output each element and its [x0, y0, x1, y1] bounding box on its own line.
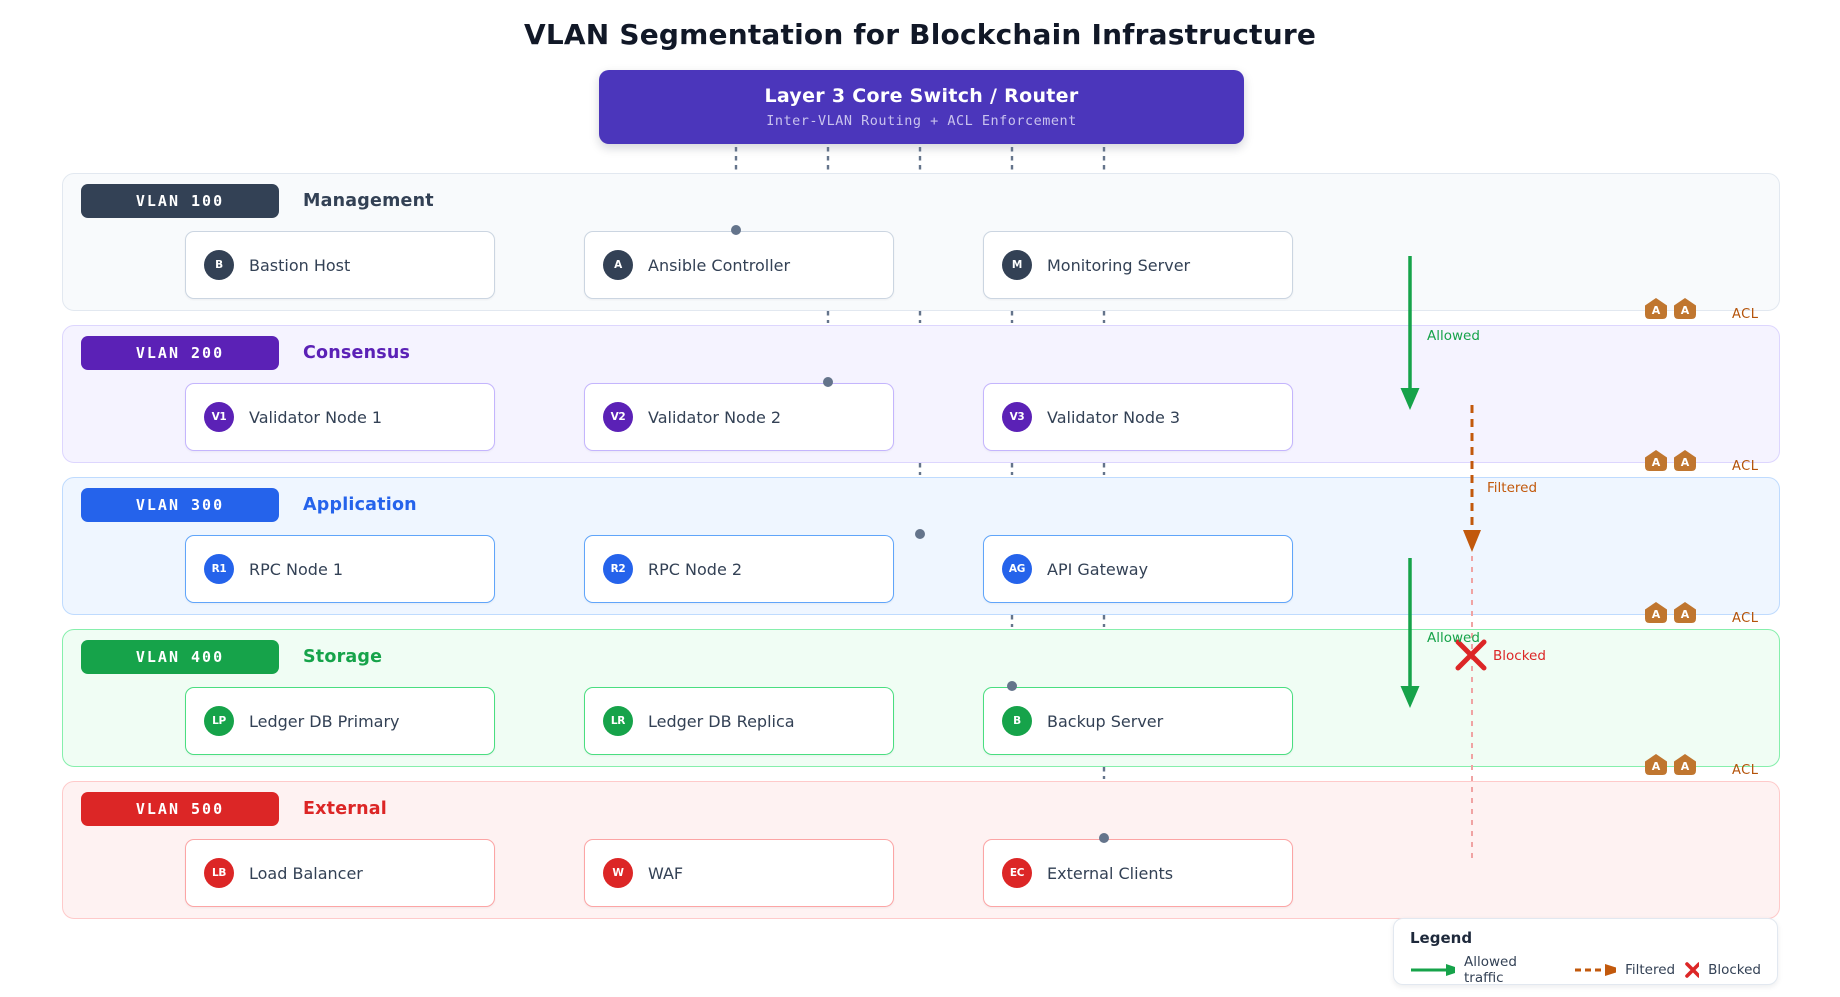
node-card-api-gateway: AG API Gateway: [983, 535, 1293, 603]
legend-filtered-arrow-icon: [1575, 964, 1617, 976]
vlan-badge: VLAN 500: [81, 792, 279, 826]
node-label: Ledger DB Primary: [249, 711, 400, 731]
allowed-label-1: Allowed: [1427, 328, 1480, 344]
acl-label: ACL: [1732, 611, 1759, 626]
node-label: WAF: [648, 863, 684, 883]
legend-filtered-label: Filtered: [1625, 962, 1676, 978]
legend-title: Legend: [1410, 929, 1473, 947]
vlan-badge: VLAN 200: [81, 336, 279, 370]
vlan-band-storage: VLAN 400 Storage LP Ledger DB Primary LR…: [62, 629, 1780, 767]
vlan-band-application: VLAN 300 Application R1 RPC Node 1 R2 RP…: [62, 477, 1780, 615]
node-label: Load Balancer: [249, 863, 363, 883]
node-card-validator-1: V1 Validator Node 1: [185, 383, 495, 451]
node-card-backup-server: B Backup Server: [983, 687, 1293, 755]
vlan-name: Management: [303, 191, 434, 211]
legend-row: Allowed traffic Filtered Blocked: [1410, 954, 1761, 986]
node-card-validator-3: V3 Validator Node 3: [983, 383, 1293, 451]
router-drop-lines: [734, 147, 1106, 171]
legend-allowed-arrow-icon: [1411, 964, 1456, 976]
node-icon: LR: [603, 706, 633, 736]
node-card-load-balancer: LB Load Balancer: [185, 839, 495, 907]
node-label: RPC Node 1: [249, 559, 344, 579]
node-icon: EC: [1002, 858, 1032, 888]
vlan-name: External: [303, 799, 387, 819]
node-card-monitoring-server: M Monitoring Server: [983, 231, 1293, 299]
node-label: Bastion Host: [249, 255, 351, 275]
vlan-band-external: VLAN 500 External LB Load Balancer W WAF…: [62, 781, 1780, 919]
node-card-validator-2: V2 Validator Node 2: [584, 383, 894, 451]
node-icon: R2: [603, 554, 633, 584]
node-icon: AG: [1002, 554, 1032, 584]
vlan-name: Consensus: [303, 343, 411, 363]
node-label: Validator Node 1: [249, 407, 383, 427]
vlan-badge: VLAN 100: [81, 184, 279, 218]
vlan-name: Storage: [303, 647, 383, 667]
router-subtitle: Inter-VLAN Routing + ACL Enforcement: [766, 113, 1077, 129]
node-icon: V3: [1002, 402, 1032, 432]
node-icon: B: [1002, 706, 1032, 736]
legend-allowed-label: Allowed traffic: [1464, 954, 1517, 986]
node-card-ledger-replica: LR Ledger DB Replica: [584, 687, 894, 755]
node-icon: V2: [603, 402, 633, 432]
node-label: Ansible Controller: [648, 255, 791, 275]
acl-label: ACL: [1732, 763, 1759, 778]
vlan-name: Application: [303, 495, 417, 515]
node-label: RPC Node 2: [648, 559, 743, 579]
node-icon: A: [603, 250, 633, 280]
node-icon: R1: [204, 554, 234, 584]
acl-label: ACL: [1732, 307, 1759, 322]
node-card-bastion-host: B Bastion Host: [185, 231, 495, 299]
node-label: Ledger DB Replica: [648, 711, 795, 731]
node-card-ansible-controller: A Ansible Controller: [584, 231, 894, 299]
page-title: VLAN Segmentation for Blockchain Infrast…: [523, 18, 1317, 51]
legend-blocked-label: Blocked: [1708, 962, 1761, 978]
node-label: Validator Node 3: [1047, 407, 1181, 427]
node-card-rpc-2: R2 RPC Node 2: [584, 535, 894, 603]
node-label: API Gateway: [1047, 559, 1149, 579]
router-title: Layer 3 Core Switch / Router: [764, 85, 1079, 107]
legend: Legend Allowed traffic Filtered Blocked: [1393, 918, 1778, 986]
node-card-rpc-1: R1 RPC Node 1: [185, 535, 495, 603]
node-icon: W: [603, 858, 633, 888]
vlan-badge: VLAN 300: [81, 488, 279, 522]
node-icon: LB: [204, 858, 234, 888]
acl-label: ACL: [1732, 459, 1759, 474]
node-label: Validator Node 2: [648, 407, 782, 427]
vlan-badge: VLAN 400: [81, 640, 279, 674]
node-label: Monitoring Server: [1047, 255, 1191, 275]
blocked-label: Blocked: [1493, 648, 1546, 664]
node-card-external-clients: EC External Clients: [983, 839, 1293, 907]
legend-blocked-x-icon: [1685, 962, 1700, 978]
node-icon: LP: [204, 706, 234, 736]
core-router-box: Layer 3 Core Switch / Router Inter-VLAN …: [599, 70, 1244, 144]
node-icon: B: [204, 250, 234, 280]
allowed-label-2: Allowed: [1427, 630, 1480, 646]
vlan-band-management: VLAN 100 Management B Bastion Host A Ans…: [62, 173, 1780, 311]
node-card-waf: W WAF: [584, 839, 894, 907]
node-icon: V1: [204, 402, 234, 432]
node-label: Backup Server: [1047, 711, 1164, 731]
vlan-band-consensus: VLAN 200 Consensus V1 Validator Node 1 V…: [62, 325, 1780, 463]
node-label: External Clients: [1047, 863, 1174, 883]
node-icon: M: [1002, 250, 1032, 280]
node-card-ledger-primary: LP Ledger DB Primary: [185, 687, 495, 755]
filtered-label: Filtered: [1487, 480, 1538, 496]
